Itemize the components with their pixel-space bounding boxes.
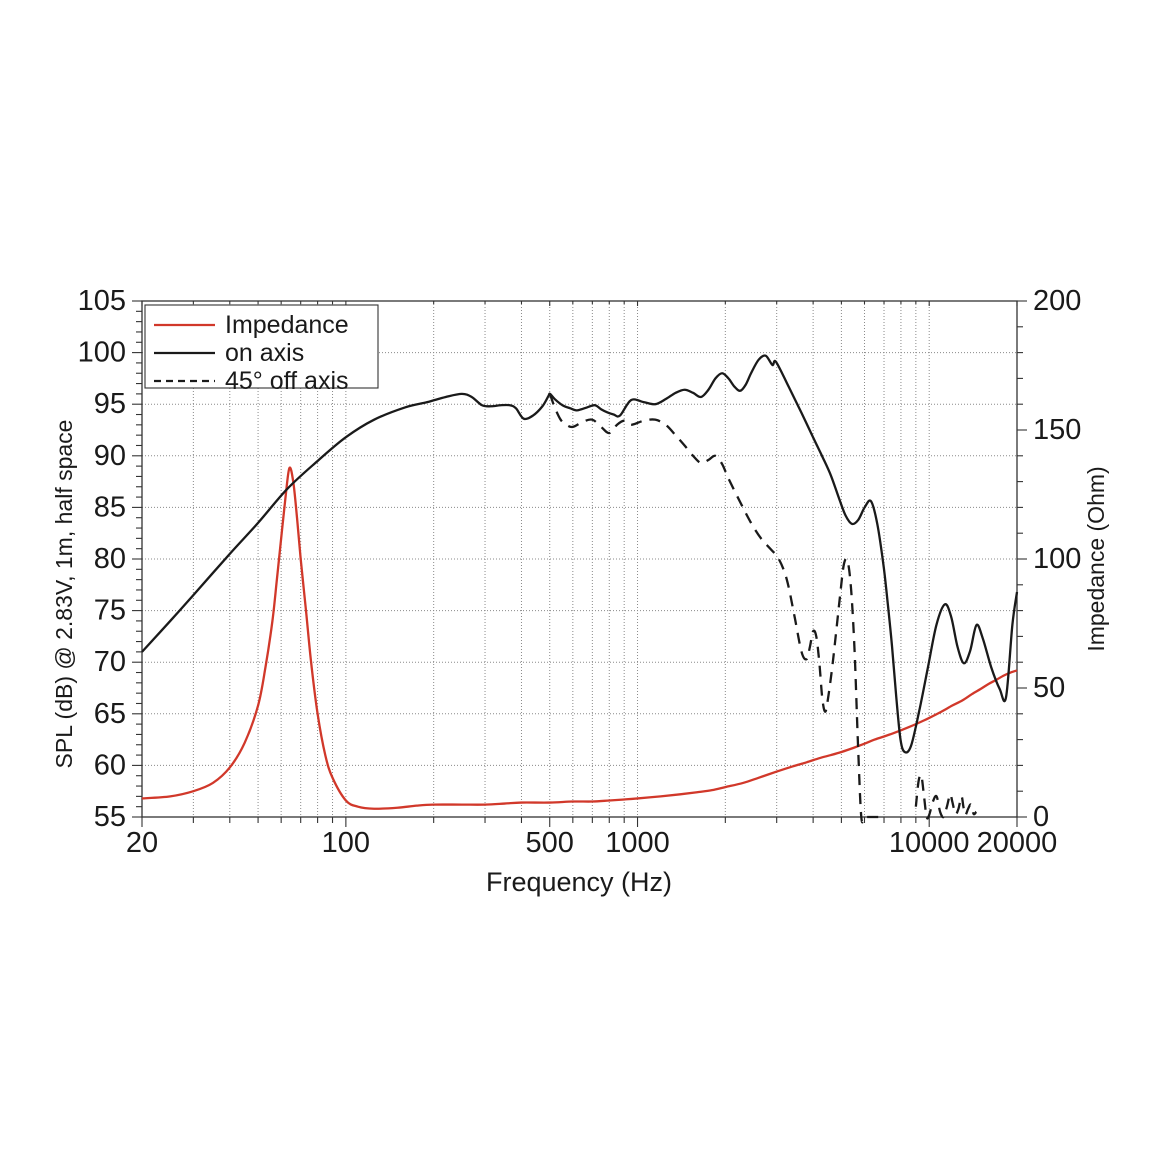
svg-text:100: 100 bbox=[1033, 543, 1081, 575]
svg-text:90: 90 bbox=[94, 440, 126, 472]
svg-text:Impedance (Ohm): Impedance (Ohm) bbox=[1083, 466, 1109, 651]
svg-text:85: 85 bbox=[94, 491, 126, 523]
svg-text:100: 100 bbox=[78, 337, 126, 369]
svg-text:50: 50 bbox=[1033, 672, 1065, 704]
svg-text:45° off axis: 45° off axis bbox=[225, 367, 349, 395]
svg-text:20000: 20000 bbox=[977, 827, 1058, 859]
svg-text:10000: 10000 bbox=[889, 827, 970, 859]
svg-text:100: 100 bbox=[322, 827, 370, 859]
svg-text:95: 95 bbox=[94, 388, 126, 420]
svg-text:60: 60 bbox=[94, 749, 126, 781]
svg-text:80: 80 bbox=[94, 543, 126, 575]
svg-text:105: 105 bbox=[78, 285, 126, 317]
svg-text:500: 500 bbox=[526, 827, 574, 859]
svg-text:1000: 1000 bbox=[605, 827, 670, 859]
svg-text:Frequency (Hz): Frequency (Hz) bbox=[486, 867, 672, 897]
svg-text:75: 75 bbox=[94, 595, 126, 627]
svg-text:20: 20 bbox=[126, 827, 158, 859]
svg-text:on axis: on axis bbox=[225, 339, 304, 367]
svg-text:55: 55 bbox=[94, 801, 126, 833]
svg-text:200: 200 bbox=[1033, 285, 1081, 317]
svg-text:Impedance: Impedance bbox=[225, 311, 349, 339]
svg-text:SPL (dB) @ 2.83V, 1m, half spa: SPL (dB) @ 2.83V, 1m, half space bbox=[51, 420, 77, 769]
svg-text:65: 65 bbox=[94, 698, 126, 730]
svg-text:70: 70 bbox=[94, 646, 126, 678]
svg-text:150: 150 bbox=[1033, 414, 1081, 446]
